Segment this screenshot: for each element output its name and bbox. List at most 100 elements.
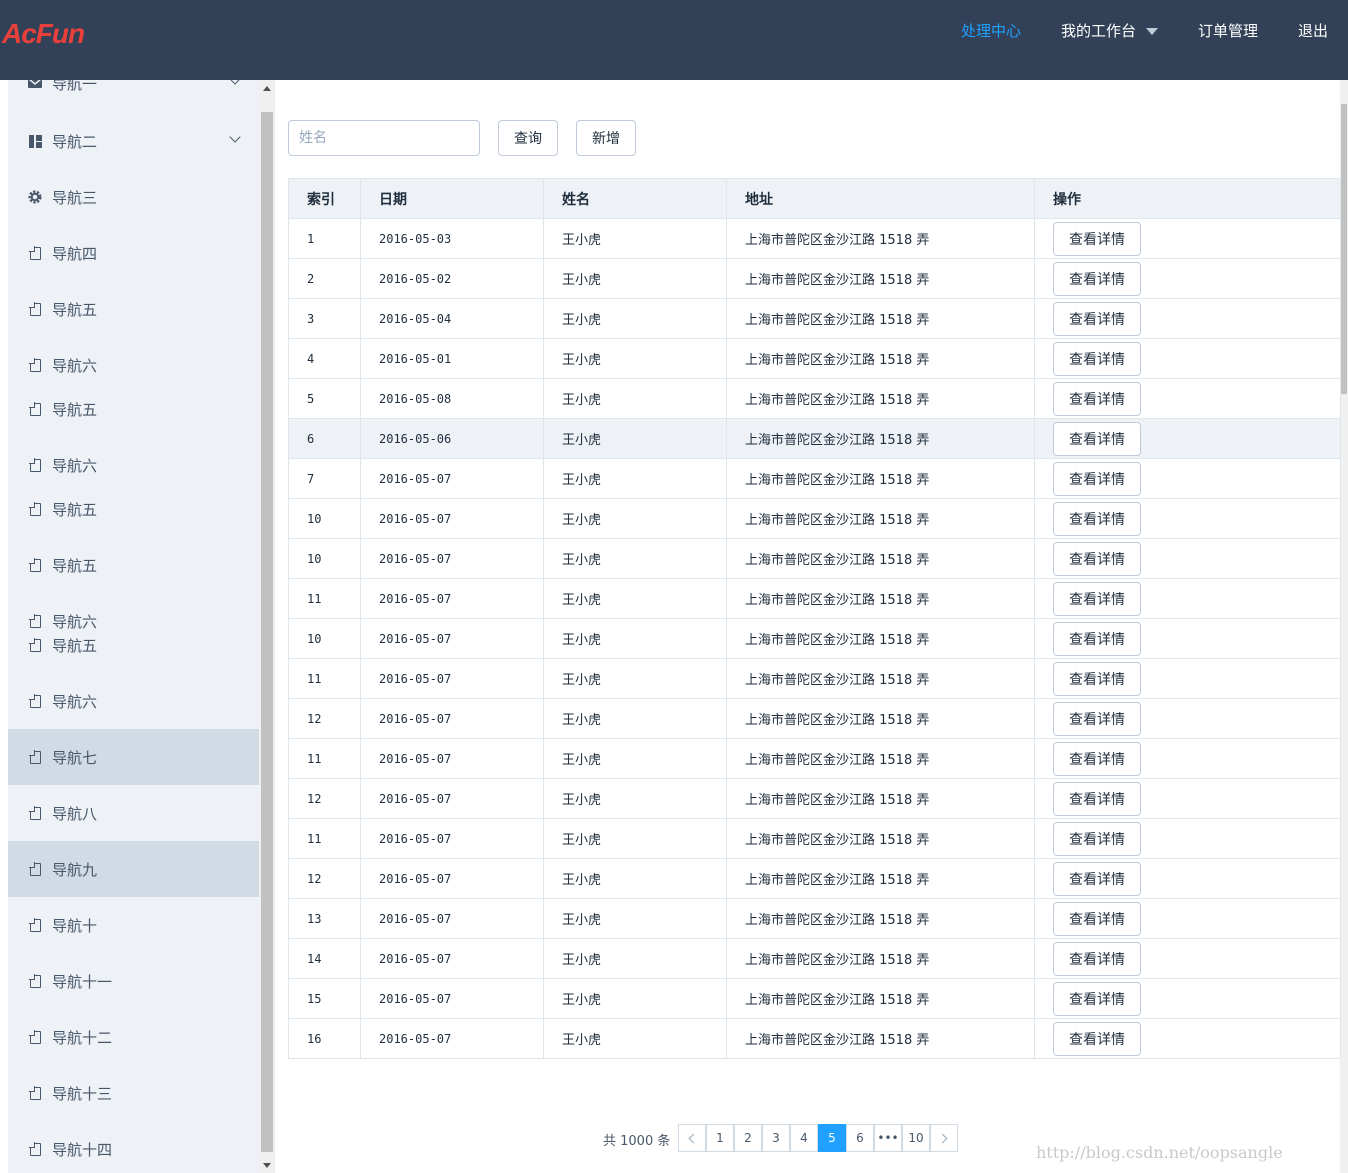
- page-number-button[interactable]: 4: [790, 1124, 818, 1152]
- sidebar-item[interactable]: 导航二: [8, 113, 259, 169]
- top-menu-item[interactable]: 退出: [1278, 20, 1348, 42]
- table-row[interactable]: 11 2016-05-07 王小虎 上海市普陀区金沙江路 1518 弄查看详情: [288, 578, 1341, 619]
- sidebar-item[interactable]: 导航一: [8, 80, 259, 111]
- view-detail-button[interactable]: 查看详情: [1053, 861, 1141, 896]
- column-header-address[interactable]: 地址: [726, 178, 1035, 219]
- table-row[interactable]: 12 2016-05-07 王小虎 上海市普陀区金沙江路 1518 弄查看详情: [288, 778, 1341, 819]
- sidebar-item[interactable]: 导航五: [8, 381, 259, 437]
- view-detail-button[interactable]: 查看详情: [1053, 421, 1141, 456]
- prev-page-button[interactable]: [678, 1124, 706, 1152]
- table-row[interactable]: 11 2016-05-07 王小虎 上海市普陀区金沙江路 1518 弄查看详情: [288, 818, 1341, 859]
- sidebar-item[interactable]: 导航十一: [8, 953, 259, 1009]
- table-row[interactable]: 1 2016-05-03 王小虎 上海市普陀区金沙江路 1518 弄查看详情: [288, 218, 1341, 259]
- view-detail-button[interactable]: 查看详情: [1053, 1021, 1141, 1056]
- column-header-name[interactable]: 姓名: [543, 178, 727, 219]
- top-menu-item[interactable]: 我的工作台: [1041, 20, 1178, 42]
- sidebar-item[interactable]: 导航七: [8, 729, 259, 785]
- view-detail-button[interactable]: 查看详情: [1053, 541, 1141, 576]
- view-detail-button[interactable]: 查看详情: [1053, 941, 1141, 976]
- view-detail-button[interactable]: 查看详情: [1053, 501, 1141, 536]
- table-row[interactable]: 11 2016-05-07 王小虎 上海市普陀区金沙江路 1518 弄查看详情: [288, 658, 1341, 699]
- view-detail-button[interactable]: 查看详情: [1053, 701, 1141, 736]
- sidebar-item-label: 导航十: [52, 916, 98, 935]
- page-number-button[interactable]: 5: [818, 1124, 846, 1152]
- table-row[interactable]: 3 2016-05-04 王小虎 上海市普陀区金沙江路 1518 弄查看详情: [288, 298, 1341, 339]
- cell-index: 6: [288, 418, 361, 459]
- add-button[interactable]: 新增: [576, 120, 636, 156]
- query-button[interactable]: 查询: [498, 120, 558, 156]
- sidebar-item[interactable]: 导航四: [8, 225, 259, 281]
- sidebar-item[interactable]: 导航六: [8, 593, 259, 649]
- view-detail-button[interactable]: 查看详情: [1053, 821, 1141, 856]
- sidebar-item[interactable]: 导航十三: [8, 1065, 259, 1121]
- sidebar-item[interactable]: 导航五: [8, 281, 259, 337]
- sidebar-scrollbar[interactable]: [259, 80, 275, 1173]
- table-row[interactable]: 10 2016-05-07 王小虎 上海市普陀区金沙江路 1518 弄查看详情: [288, 498, 1341, 539]
- sidebar-item[interactable]: 导航十二: [8, 1009, 259, 1065]
- top-menu-item[interactable]: 处理中心: [941, 20, 1041, 42]
- sidebar-item[interactable]: 导航六: [8, 437, 259, 493]
- table-row[interactable]: 4 2016-05-01 王小虎 上海市普陀区金沙江路 1518 弄查看详情: [288, 338, 1341, 379]
- cell-index: 15: [288, 978, 361, 1019]
- sidebar-item[interactable]: 导航五: [8, 481, 259, 537]
- table-row[interactable]: 10 2016-05-07 王小虎 上海市普陀区金沙江路 1518 弄查看详情: [288, 538, 1341, 579]
- scrollbar-thumb[interactable]: [1341, 104, 1347, 394]
- page-number-button[interactable]: 10: [902, 1124, 930, 1152]
- view-detail-button[interactable]: 查看详情: [1053, 341, 1141, 376]
- page-number-button[interactable]: 3: [762, 1124, 790, 1152]
- column-header-index[interactable]: 索引: [288, 178, 361, 219]
- page-number-button[interactable]: 6: [846, 1124, 874, 1152]
- sidebar-item[interactable]: 导航六: [8, 673, 259, 729]
- scroll-up-icon[interactable]: [263, 86, 271, 91]
- page-number-button[interactable]: 1: [706, 1124, 734, 1152]
- table-row[interactable]: 12 2016-05-07 王小虎 上海市普陀区金沙江路 1518 弄查看详情: [288, 858, 1341, 899]
- chevron-left-icon: [688, 1133, 699, 1143]
- view-detail-button[interactable]: 查看详情: [1053, 461, 1141, 496]
- table-row[interactable]: 14 2016-05-07 王小虎 上海市普陀区金沙江路 1518 弄查看详情: [288, 938, 1341, 979]
- view-detail-button[interactable]: 查看详情: [1053, 261, 1141, 296]
- page-number-button[interactable]: 2: [734, 1124, 762, 1152]
- view-detail-button[interactable]: 查看详情: [1053, 301, 1141, 336]
- view-detail-button[interactable]: 查看详情: [1053, 981, 1141, 1016]
- table-row[interactable]: 16 2016-05-07 王小虎 上海市普陀区金沙江路 1518 弄查看详情: [288, 1018, 1341, 1059]
- sidebar-item[interactable]: 导航六: [8, 337, 259, 393]
- top-menu-item[interactable]: 订单管理: [1178, 20, 1278, 42]
- table-row[interactable]: 6 2016-05-06 王小虎 上海市普陀区金沙江路 1518 弄查看详情: [288, 418, 1341, 459]
- sidebar-item[interactable]: 导航八: [8, 785, 259, 841]
- view-detail-button[interactable]: 查看详情: [1053, 781, 1141, 816]
- table-row[interactable]: 12 2016-05-07 王小虎 上海市普陀区金沙江路 1518 弄查看详情: [288, 698, 1341, 739]
- column-header-date[interactable]: 日期: [360, 178, 544, 219]
- table-row[interactable]: 15 2016-05-07 王小虎 上海市普陀区金沙江路 1518 弄查看详情: [288, 978, 1341, 1019]
- sidebar-item[interactable]: 导航三: [8, 169, 259, 225]
- table-row[interactable]: 5 2016-05-08 王小虎 上海市普陀区金沙江路 1518 弄查看详情: [288, 378, 1341, 419]
- table-row[interactable]: 10 2016-05-07 王小虎 上海市普陀区金沙江路 1518 弄查看详情: [288, 618, 1341, 659]
- sidebar-item[interactable]: 导航十: [8, 897, 259, 953]
- view-detail-button[interactable]: 查看详情: [1053, 581, 1141, 616]
- table-row[interactable]: 13 2016-05-07 王小虎 上海市普陀区金沙江路 1518 弄查看详情: [288, 898, 1341, 939]
- view-detail-button[interactable]: 查看详情: [1053, 221, 1141, 256]
- sidebar-item[interactable]: 导航九: [8, 841, 259, 897]
- more-pages-button[interactable]: •••: [874, 1124, 902, 1152]
- view-detail-button[interactable]: 查看详情: [1053, 621, 1141, 656]
- sidebar-item[interactable]: 导航五: [8, 537, 259, 593]
- sidebar-item[interactable]: 导航五: [8, 617, 259, 673]
- table-row[interactable]: 11 2016-05-07 王小虎 上海市普陀区金沙江路 1518 弄查看详情: [288, 738, 1341, 779]
- main-scrollbar[interactable]: [1340, 80, 1348, 1173]
- view-detail-button[interactable]: 查看详情: [1053, 661, 1141, 696]
- cell-address: 上海市普陀区金沙江路 1518 弄: [726, 338, 1035, 379]
- view-detail-button[interactable]: 查看详情: [1053, 381, 1141, 416]
- table-row[interactable]: 7 2016-05-07 王小虎 上海市普陀区金沙江路 1518 弄查看详情: [288, 458, 1341, 499]
- scrollbar-thumb[interactable]: [261, 112, 273, 1152]
- cell-date: 2016-05-07: [360, 778, 544, 819]
- chevron-down-icon[interactable]: [229, 80, 241, 85]
- chevron-down-icon[interactable]: [229, 131, 241, 143]
- view-detail-button[interactable]: 查看详情: [1053, 901, 1141, 936]
- sidebar-item[interactable]: 导航十四: [8, 1121, 259, 1173]
- view-detail-button[interactable]: 查看详情: [1053, 741, 1141, 776]
- logo[interactable]: AcFun: [2, 17, 85, 51]
- name-search-input[interactable]: [288, 120, 480, 156]
- cell-date: 2016-05-07: [360, 938, 544, 979]
- scroll-down-icon[interactable]: [263, 1163, 271, 1168]
- next-page-button[interactable]: [930, 1124, 958, 1152]
- table-row[interactable]: 2 2016-05-02 王小虎 上海市普陀区金沙江路 1518 弄查看详情: [288, 258, 1341, 299]
